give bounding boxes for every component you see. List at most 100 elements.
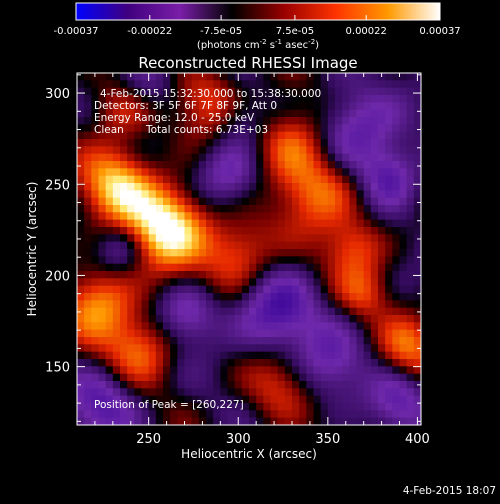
heatmap-cell (313, 417, 322, 425)
heatmap-cell (105, 168, 114, 177)
heatmap-cell (363, 190, 372, 199)
heatmap-cell (84, 227, 92, 235)
heatmap-cell (127, 359, 135, 367)
heatmap-cell (370, 322, 379, 331)
heatmap-cell (327, 146, 336, 155)
heatmap-cell (184, 271, 193, 279)
heatmap-cell (198, 131, 207, 140)
heatmap-cell (413, 337, 421, 345)
heatmap-cell (256, 183, 264, 191)
heatmap-cell (77, 219, 85, 228)
heatmap-cell (378, 168, 386, 177)
heatmap-cell (120, 212, 128, 221)
heatmap-cell (256, 234, 264, 243)
colorbar-tick-label: 7.5e-05 (276, 26, 314, 37)
heatmap-cell (148, 197, 157, 206)
heatmap-cell (320, 161, 329, 169)
heatmap-cell (299, 153, 307, 162)
heatmap-cell (77, 329, 85, 338)
heatmap-cell (356, 197, 365, 206)
heatmap-cell (313, 153, 322, 162)
heatmap-cell (98, 271, 107, 279)
heatmap-cell (342, 256, 350, 265)
heatmap-cell (327, 87, 336, 96)
heatmap-cell (177, 322, 186, 331)
heatmap-cell (363, 249, 372, 257)
heatmap-cell (270, 366, 279, 375)
heatmap-cell (406, 95, 415, 103)
heatmap-cell (378, 403, 386, 411)
heatmap-cell (84, 249, 92, 257)
heatmap-cell (141, 161, 150, 169)
heatmap-cell (105, 80, 114, 89)
heatmap-cell (385, 322, 393, 331)
heatmap-cell (385, 285, 393, 294)
heatmap-cell (392, 241, 401, 250)
heatmap-cell (184, 300, 193, 309)
heatmap-cell (284, 322, 293, 331)
heatmap-cell (98, 249, 107, 257)
heatmap-cell (385, 95, 393, 103)
heatmap-cell (385, 205, 393, 213)
heatmap-cell (213, 219, 221, 228)
heatmap-cell (313, 95, 322, 103)
colorbar-tick-label: -0.00037 (54, 26, 99, 37)
heatmap-cell (155, 366, 164, 375)
heatmap-cell (127, 219, 135, 228)
heatmap-cell (241, 241, 250, 250)
heatmap-cell (234, 131, 243, 140)
heatmap-cell (385, 197, 393, 206)
heatmap-cell (349, 241, 358, 250)
heatmap-cell (227, 403, 236, 411)
heatmap-cell (134, 87, 143, 96)
heatmap-cell (277, 146, 286, 155)
heatmap-cell (105, 278, 114, 287)
heatmap-cell (270, 315, 279, 323)
heatmap-cell (370, 366, 379, 375)
heatmap-cell (134, 102, 143, 111)
heatmap-cell (234, 344, 243, 353)
heatmap-cell (163, 175, 171, 184)
heatmap-cell (170, 190, 178, 199)
heatmap-cell (98, 197, 107, 206)
heatmap-cell (392, 197, 401, 206)
heatmap-cell (155, 359, 164, 367)
heatmap-cell (120, 417, 128, 425)
heatmap-cell (227, 139, 236, 147)
heatmap-cell (292, 95, 300, 103)
heatmap-cell (141, 410, 150, 419)
heatmap-cell (335, 234, 343, 243)
heatmap-cell (77, 183, 85, 191)
heatmap-cell (292, 388, 300, 397)
heatmap-cell (270, 227, 279, 235)
heatmap-cell (84, 117, 92, 125)
heatmap-cell (356, 263, 365, 272)
heatmap-cell (356, 381, 365, 389)
heatmap-cell (127, 381, 135, 389)
heatmap-cell (299, 161, 307, 169)
heatmap-cell (299, 256, 307, 265)
heatmap-cell (134, 241, 143, 250)
heatmap-cell (313, 109, 322, 118)
heatmap-cell (335, 344, 343, 353)
annotation-clean: Clean (94, 124, 124, 136)
heatmap-cell (220, 183, 229, 191)
heatmap-cell (385, 337, 393, 345)
heatmap-cell (299, 329, 307, 338)
heatmap-cell (249, 315, 257, 323)
heatmap-cell (342, 183, 350, 191)
heatmap-cell (349, 381, 358, 389)
heatmap-cell (141, 205, 150, 213)
heatmap-cell (327, 241, 336, 250)
heatmap-cell (313, 329, 322, 338)
heatmap-cell (84, 197, 92, 206)
heatmap-cell (313, 322, 322, 331)
heatmap-cell (213, 95, 221, 103)
heatmap-cell (342, 139, 350, 147)
heatmap-cell (241, 197, 250, 206)
heatmap-cell (120, 351, 128, 360)
heatmap-cell (277, 168, 286, 177)
heatmap-cell (170, 80, 178, 89)
heatmap-cell (127, 124, 135, 133)
heatmap-cell (399, 344, 408, 353)
